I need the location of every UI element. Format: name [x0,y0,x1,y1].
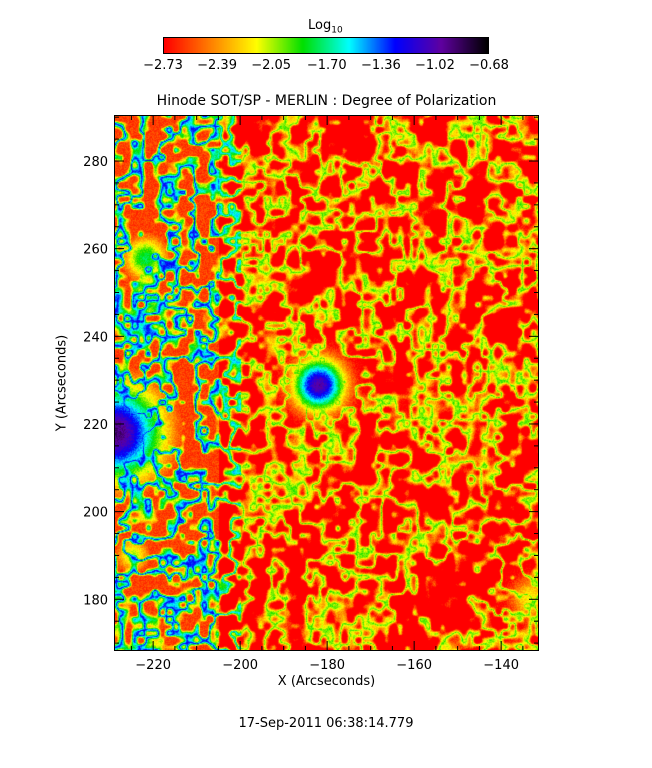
heatmap-image [115,116,538,650]
colorbar-tick-label: −0.68 [469,58,509,73]
x-tick-label: −160 [396,658,432,673]
y-axis-label: Y (Arcseconds) [54,334,70,432]
colorbar [163,37,489,54]
chart-title: Hinode SOT/SP - MERLIN : Degree of Polar… [156,93,497,109]
x-tick-label: −140 [483,658,519,673]
x-axis-label: X (Arcseconds) [277,674,376,689]
colorbar-tick-label: −2.05 [251,58,292,73]
y-tick-label: 180 [83,593,108,608]
colorbar-tick-label: −1.70 [306,58,347,73]
y-tick-label: 220 [83,418,108,433]
x-tick-label: −180 [309,658,345,673]
colorbar-label-base: Log [308,18,332,33]
colorbar-tick-label: −1.36 [360,58,401,73]
colorbar-tick-label: −2.73 [143,58,183,73]
colorbar-label: Log10 [308,18,343,36]
y-tick-label: 260 [83,243,108,258]
x-tick-label: −200 [222,658,258,673]
colorbar-tick-label: −2.39 [197,58,237,73]
colorbar-label-sub: 10 [331,25,343,36]
heatmap-plot-area [114,115,539,651]
timestamp: 17-Sep-2011 06:38:14.779 [238,716,414,731]
y-tick-label: 280 [83,155,108,170]
y-tick-label: 200 [83,506,108,521]
x-tick-label: −220 [135,658,171,673]
colorbar-tick-label: −1.02 [415,58,455,73]
y-tick-label: 240 [83,330,108,345]
